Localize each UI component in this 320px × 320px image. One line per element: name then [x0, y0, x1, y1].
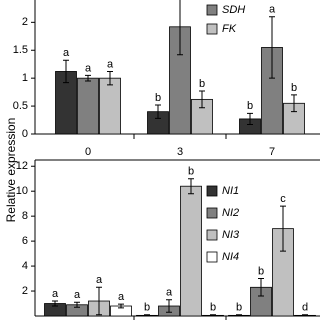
legend-label: NI2 [222, 207, 239, 219]
data-label: a [63, 47, 70, 59]
error-bar [247, 112, 253, 126]
legend-swatch [206, 207, 218, 219]
y-tick-label: 0 [22, 128, 28, 140]
error-bar [63, 59, 69, 84]
data-label: a [118, 291, 125, 303]
legend-label: NI1 [222, 185, 239, 197]
data-label: b [291, 82, 297, 94]
bar [99, 77, 121, 135]
y-tick-label: 1.5 [13, 44, 28, 56]
error-bar [96, 286, 102, 316]
error-bar [199, 90, 205, 109]
data-label: b [188, 166, 194, 178]
data-label: a [74, 289, 81, 301]
legend-label: NI4 [222, 251, 239, 263]
error-bar [74, 301, 80, 308]
error-bar [155, 104, 161, 119]
error-bar [236, 314, 242, 317]
error-bar [210, 314, 216, 317]
error-bar [302, 314, 308, 317]
error-bar [144, 314, 150, 317]
error-bar [166, 299, 172, 313]
error-bar [258, 278, 264, 297]
error-bar [291, 94, 297, 113]
legend-swatch [206, 23, 218, 35]
y-tick-label: 1 [22, 72, 28, 84]
legend-swatch [206, 229, 218, 241]
data-label: b [210, 302, 216, 314]
y-tick-label: 4 [22, 260, 28, 272]
error-bar [85, 74, 91, 82]
data-label: a [269, 4, 276, 16]
error-bar [118, 303, 124, 309]
data-label: c [280, 193, 286, 205]
x-tick-label: 3 [177, 146, 183, 158]
y-tick-label: 2 [22, 16, 28, 28]
legend-label: SDH [222, 4, 245, 16]
data-label: b [155, 92, 161, 104]
legend-swatch [206, 251, 218, 263]
y-axis-label: Relative expression [4, 118, 18, 223]
x-tick-label: 0 [85, 146, 91, 158]
data-label: a [96, 274, 103, 286]
error-bar [177, 0, 183, 56]
data-label: b [144, 302, 150, 314]
error-bar [107, 70, 113, 86]
y-tick-label: 2 [22, 285, 28, 297]
y-tick-label: 6 [22, 235, 28, 247]
error-bar [280, 205, 286, 252]
data-label: a [52, 288, 59, 300]
data-label: b [199, 78, 205, 90]
legend-swatch [206, 4, 218, 16]
bar [77, 77, 99, 135]
error-bar [52, 300, 58, 307]
data-label: b [247, 100, 253, 112]
legend-label: NI3 [222, 229, 240, 241]
legend-swatch [206, 185, 218, 197]
error-bar [269, 16, 275, 79]
bar [180, 185, 202, 317]
data-label: b [236, 302, 242, 314]
y-tick-label: 10 [16, 185, 28, 197]
data-label: a [85, 62, 92, 74]
y-tick-label: 8 [22, 210, 28, 222]
data-label: b [258, 265, 264, 277]
y-tick-label: 12 [16, 160, 28, 172]
data-label: d [302, 302, 308, 314]
y-tick-label: 0.5 [13, 100, 28, 112]
error-bar [188, 178, 194, 195]
data-label: a [107, 58, 114, 70]
data-label: a [166, 287, 173, 299]
legend-label: FK [222, 23, 237, 35]
x-tick-label: 7 [269, 146, 275, 158]
